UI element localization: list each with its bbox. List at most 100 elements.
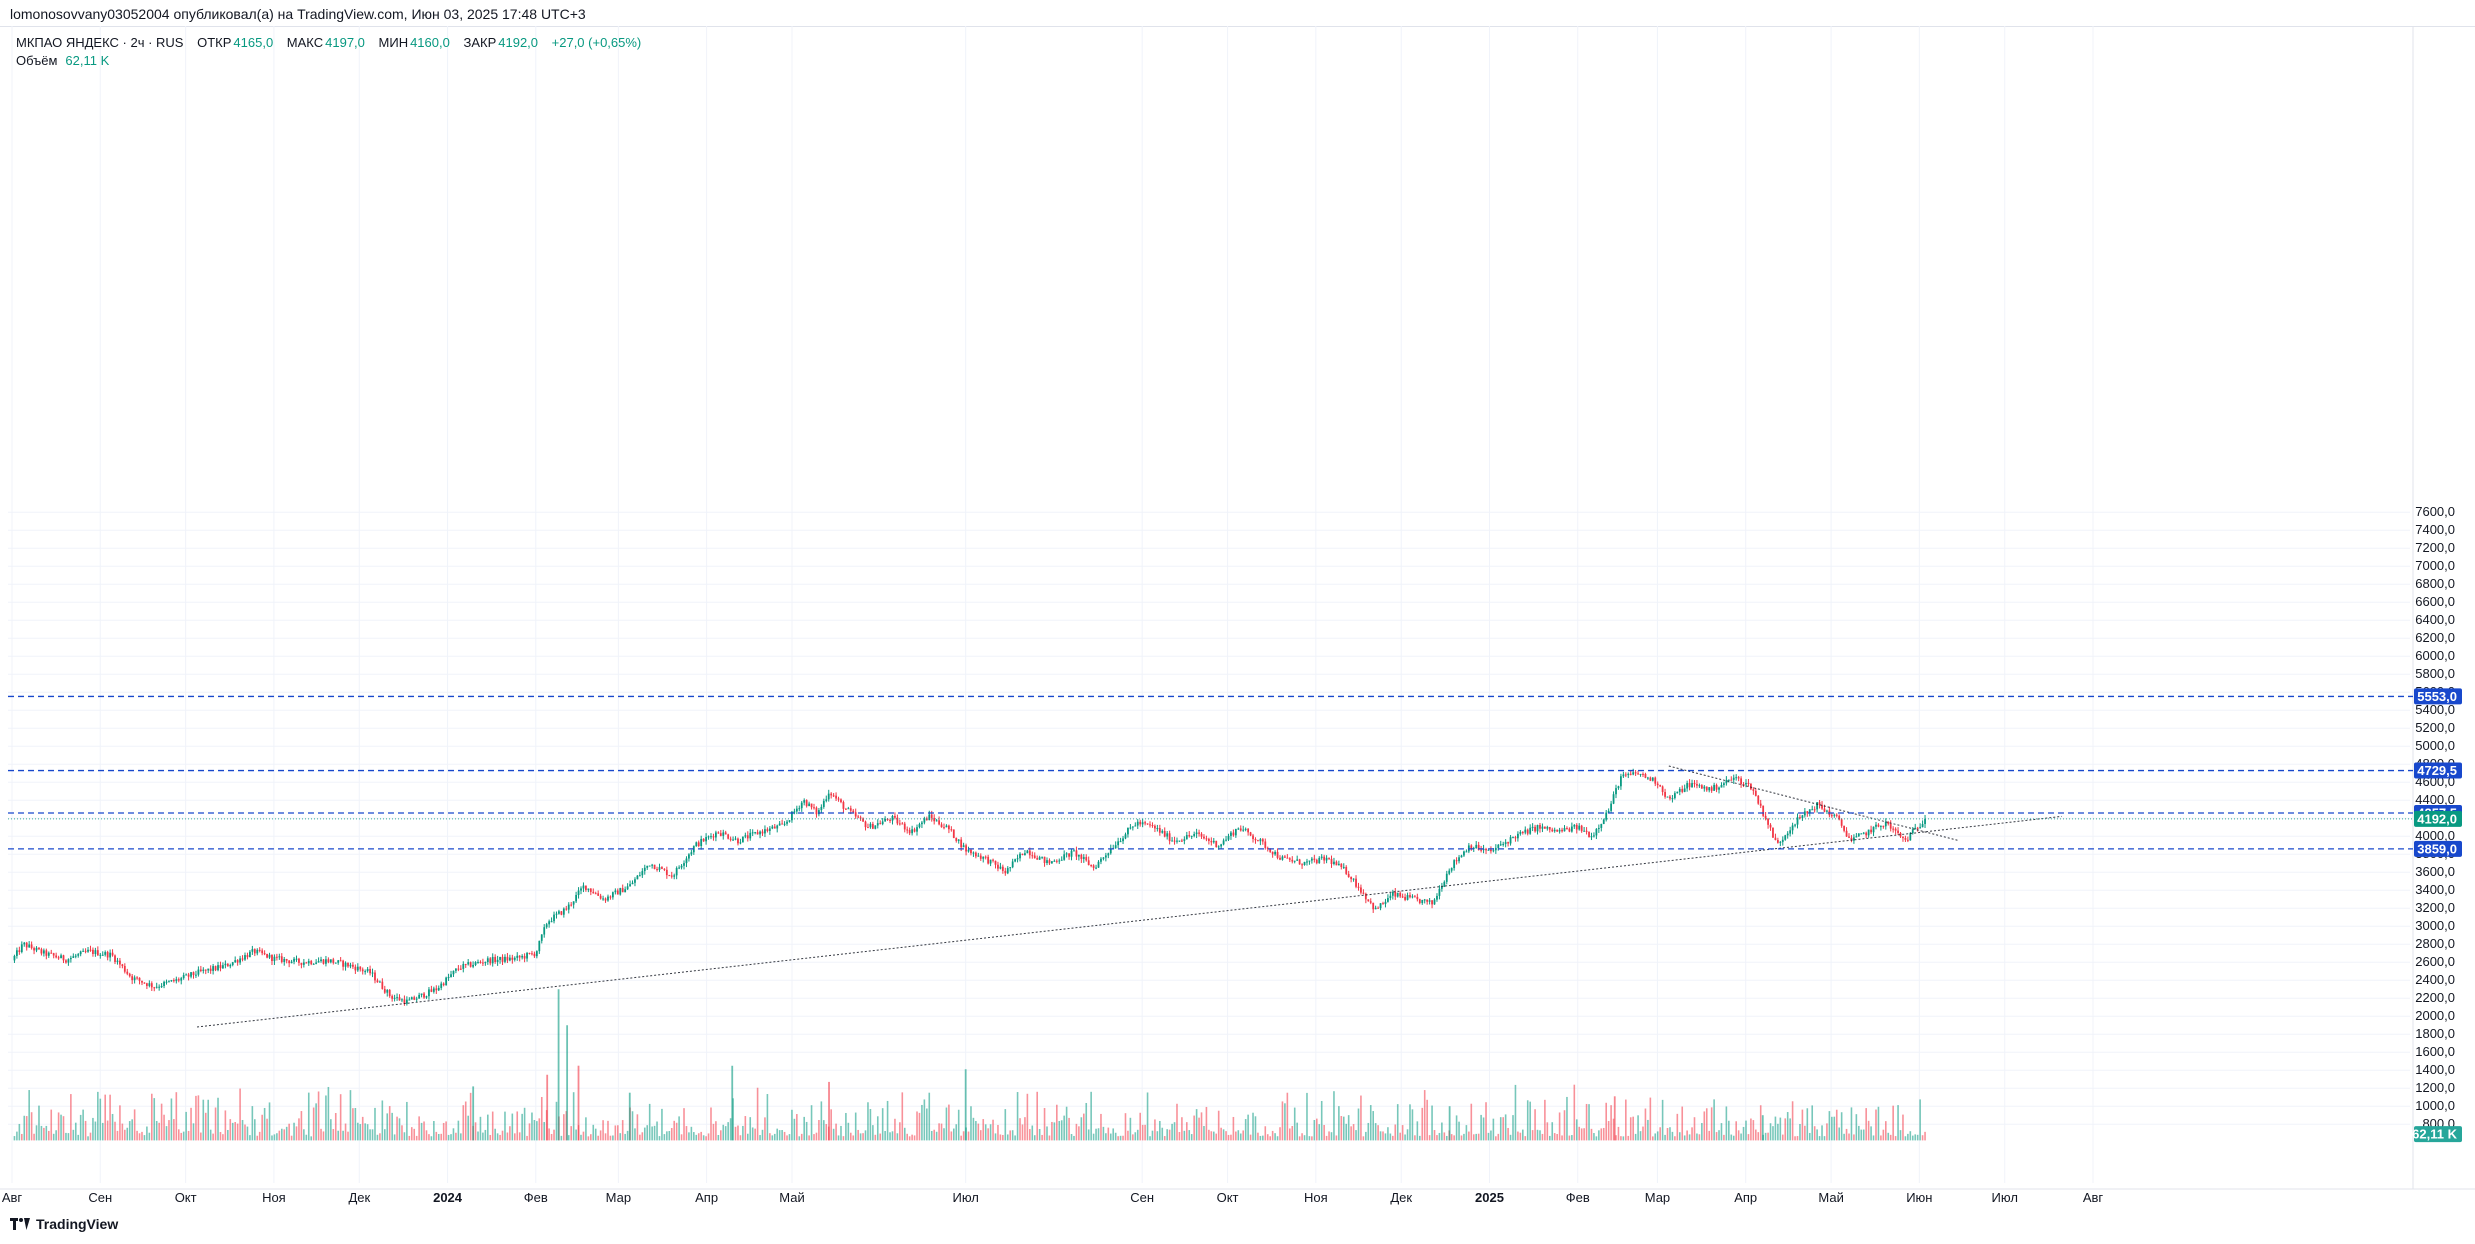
candle-body xyxy=(1570,826,1573,832)
candle-body xyxy=(415,998,418,1000)
candle-body xyxy=(1190,835,1193,837)
last-price-tag xyxy=(2414,810,2462,827)
candle-body xyxy=(1431,900,1433,905)
symbol-label[interactable]: МКПАО ЯНДЕКС · 2ч · RUS xyxy=(16,35,184,50)
candle-body xyxy=(1617,786,1620,789)
candle-body xyxy=(746,835,749,839)
candle-body xyxy=(607,896,609,901)
candle-body xyxy=(1080,854,1083,859)
candle-body xyxy=(1553,829,1556,832)
candle-body xyxy=(1257,840,1259,842)
candle-body xyxy=(423,993,425,998)
candle-body xyxy=(116,960,119,962)
candle-body xyxy=(209,968,212,971)
x-tick-label: Окт xyxy=(1217,1190,1239,1205)
candle-body xyxy=(560,911,563,915)
price-chart[interactable]: 800,01000,01200,01400,01600,01800,02000,… xyxy=(0,26,2475,1216)
candle-body xyxy=(1585,830,1588,832)
level-price-tag xyxy=(2414,840,2462,857)
candle-body xyxy=(432,988,435,992)
candle-body xyxy=(359,966,362,970)
candle-body xyxy=(1803,811,1806,816)
candle-body xyxy=(859,817,862,819)
candle-body xyxy=(989,859,992,864)
candle-body xyxy=(783,823,786,825)
candle-body xyxy=(229,964,232,967)
candle-body xyxy=(1480,849,1483,851)
candle-body xyxy=(1833,814,1836,816)
candle-body xyxy=(187,974,190,977)
candle-body xyxy=(378,981,381,983)
candle-body xyxy=(911,829,914,834)
candle-body xyxy=(528,952,531,954)
candle-body xyxy=(1122,838,1124,842)
candle-body xyxy=(1011,861,1014,868)
candle-body xyxy=(145,983,148,986)
candle-body xyxy=(1325,857,1328,861)
candle-body xyxy=(1872,826,1875,833)
candle-body xyxy=(1830,815,1833,817)
candle-body xyxy=(852,810,855,813)
candle-body xyxy=(268,954,271,958)
candle-body xyxy=(1131,826,1134,828)
candle-body xyxy=(1700,785,1703,789)
candle-body xyxy=(329,959,332,963)
candle-body xyxy=(482,962,484,964)
level-price-tag xyxy=(2414,688,2462,705)
candle-body xyxy=(1892,828,1895,830)
candle-body xyxy=(1090,865,1093,867)
candle-body xyxy=(1024,853,1026,856)
candle-body xyxy=(1781,839,1784,842)
candle-body xyxy=(278,956,281,958)
candle-body xyxy=(1794,824,1796,826)
candle-body xyxy=(1323,856,1326,861)
candle-body xyxy=(1387,898,1389,902)
candle-body xyxy=(1597,827,1600,829)
candle-body xyxy=(1124,834,1127,839)
candle-body xyxy=(1401,896,1404,898)
candle-body xyxy=(239,958,241,963)
candle-body xyxy=(20,944,23,952)
candle-body xyxy=(1575,824,1578,830)
candle-body xyxy=(1718,787,1720,790)
candle-body xyxy=(658,867,661,870)
candle-body xyxy=(729,838,732,840)
volume-value: 62,11 K xyxy=(65,53,110,68)
candle-body xyxy=(256,949,259,954)
candle-body xyxy=(1428,900,1431,902)
candle-body xyxy=(945,825,948,828)
candle-body xyxy=(1899,832,1902,837)
candle-body xyxy=(825,799,828,801)
candle-body xyxy=(791,811,793,821)
candle-body xyxy=(1561,829,1563,832)
candle-body xyxy=(1423,899,1426,901)
candle-body xyxy=(33,948,35,951)
candle-body xyxy=(1470,845,1473,849)
candle-body xyxy=(820,806,823,811)
y-tick-label: 7200,0 xyxy=(2415,540,2455,555)
candle-body xyxy=(930,814,933,818)
candle-body xyxy=(1531,826,1534,828)
candle-body xyxy=(734,838,737,840)
candle-body xyxy=(1526,829,1529,834)
candle-body xyxy=(1271,851,1274,855)
candle-body xyxy=(185,974,188,976)
candle-body xyxy=(1504,842,1507,844)
candle-body xyxy=(759,831,761,835)
candle-body xyxy=(651,864,654,866)
candle-body xyxy=(1754,790,1757,796)
candle-body xyxy=(1225,839,1227,841)
candle-body xyxy=(344,962,347,967)
candle-body xyxy=(1924,818,1926,825)
candle-body xyxy=(462,963,465,969)
candle-body xyxy=(521,956,524,958)
candle-body xyxy=(106,952,109,958)
candle-body xyxy=(695,842,698,847)
candle-body xyxy=(1723,783,1725,785)
candle-body xyxy=(1163,831,1166,837)
candle-body xyxy=(1303,861,1306,865)
candle-body xyxy=(435,988,438,991)
candle-body xyxy=(1752,789,1755,791)
candle-body xyxy=(290,961,293,964)
candle-body xyxy=(847,808,850,810)
